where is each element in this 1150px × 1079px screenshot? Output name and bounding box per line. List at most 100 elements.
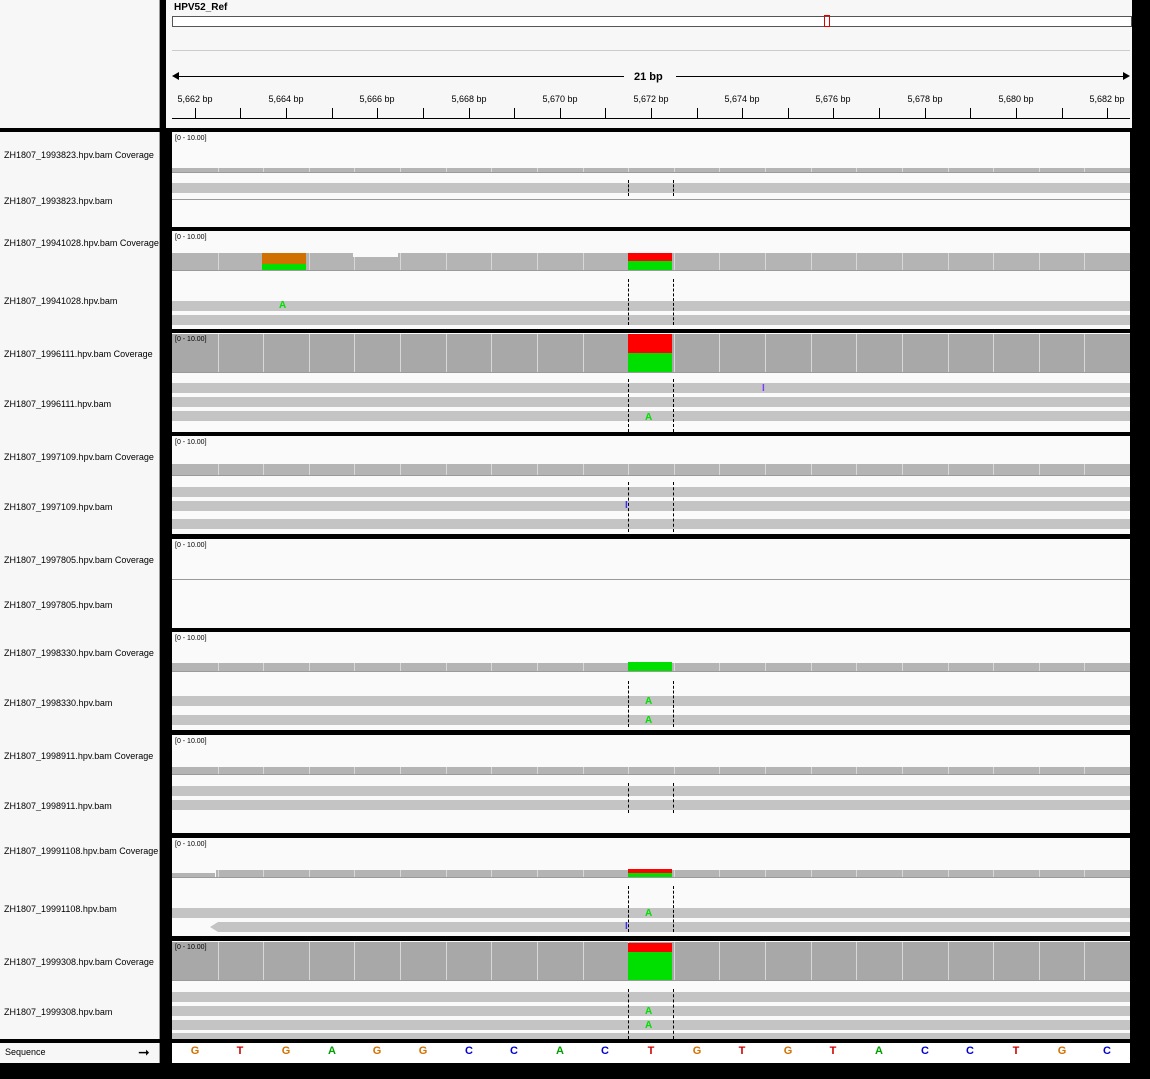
mismatch-base: A — [279, 300, 287, 311]
aligned-read[interactable] — [172, 908, 1130, 918]
coverage-bar — [172, 168, 1130, 172]
coverage-bin-divider — [993, 767, 994, 774]
center-line-right — [673, 379, 674, 432]
coverage-bar — [172, 464, 1130, 475]
coverage-bin-divider — [811, 168, 812, 172]
coverage-bin-divider — [537, 767, 538, 774]
coverage-separator — [172, 475, 1130, 476]
coverage-bin-divider — [400, 870, 401, 877]
coverage-bin-divider — [354, 253, 355, 270]
ruler-tick — [742, 108, 743, 118]
coverage-track-label[interactable]: ZH1807_19991108.hpv.bam Coverage — [4, 846, 159, 856]
sequence-label[interactable]: Sequence — [5, 1047, 46, 1057]
coverage-bin-divider — [993, 334, 994, 372]
alignment-track-label[interactable]: ZH1807_19991108.hpv.bam — [4, 904, 117, 914]
coverage-track-label[interactable]: ZH1807_1999308.hpv.bam Coverage — [4, 957, 154, 967]
track-data-8[interactable]: [0 - 10.00] A I — [172, 838, 1130, 936]
track-data-6[interactable]: [0 - 10.00] A A — [172, 632, 1130, 730]
alignment-track-label[interactable]: ZH1807_1998330.hpv.bam — [4, 698, 113, 708]
track-data-5[interactable]: [0 - 10.00] — [172, 539, 1130, 628]
aligned-read[interactable] — [172, 800, 1130, 810]
coverage-mismatch-g — [262, 253, 306, 264]
ruler-tick — [286, 108, 287, 118]
track-data-9[interactable]: [0 - 10.00] A A — [172, 941, 1130, 1039]
aligned-read[interactable] — [172, 487, 1130, 497]
coverage-bin-divider — [400, 253, 401, 270]
alignment-track-label[interactable]: ZH1807_1999308.hpv.bam — [4, 1007, 113, 1017]
aligned-read[interactable] — [172, 501, 1130, 511]
coverage-bin-divider — [948, 942, 949, 980]
aligned-read[interactable] — [172, 715, 1130, 725]
coverage-bin-divider — [1084, 464, 1085, 475]
aligned-read[interactable] — [172, 519, 1130, 529]
aligned-read[interactable] — [172, 301, 1130, 311]
coverage-bin-divider — [354, 663, 355, 671]
alignment-track-label[interactable]: ZH1807_1998911.hpv.bam — [4, 801, 112, 811]
coverage-bin-divider — [446, 663, 447, 671]
coverage-bin-divider — [263, 942, 264, 980]
center-line-left — [628, 180, 629, 196]
coverage-bin-divider — [583, 168, 584, 172]
alignment-track-label[interactable]: ZH1807_1993823.hpv.bam — [4, 196, 113, 206]
chromosome-ideogram[interactable] — [172, 15, 1132, 27]
alignment-track-label[interactable]: ZH1807_19941028.hpv.bam — [4, 296, 118, 306]
sequence-base: A — [875, 1045, 883, 1057]
aligned-read[interactable] — [172, 786, 1130, 796]
coverage-bin-divider — [628, 464, 629, 475]
span-arrow-right-icon — [1123, 72, 1130, 80]
coverage-mismatch-t — [628, 869, 672, 873]
aligned-read[interactable] — [172, 411, 1130, 421]
coverage-track-label[interactable]: ZH1807_1998330.hpv.bam Coverage — [4, 648, 154, 658]
track-data-3[interactable]: [0 - 10.00] I A — [172, 333, 1130, 432]
coverage-bin-divider — [811, 767, 812, 774]
alignment-track-label[interactable]: ZH1807_1997805.hpv.bam — [4, 600, 113, 610]
ruler-tick — [605, 108, 606, 118]
aligned-read[interactable] — [172, 1006, 1130, 1016]
aligned-read[interactable] — [172, 383, 1130, 393]
sequence-base: G — [783, 1045, 793, 1057]
aligned-read[interactable] — [172, 183, 1130, 193]
coverage-bin-divider — [491, 870, 492, 877]
coverage-bin-divider — [1039, 942, 1040, 980]
aligned-read-reverse[interactable] — [218, 922, 1130, 932]
aligned-read[interactable] — [172, 1033, 1130, 1039]
insertion-marker[interactable]: I — [625, 921, 628, 932]
center-line-left — [628, 886, 629, 932]
coverage-bin-divider — [811, 663, 812, 671]
insertion-marker[interactable]: I — [625, 500, 628, 511]
coverage-bin-divider — [446, 464, 447, 475]
center-line-left — [628, 379, 629, 432]
coverage-track-label[interactable]: ZH1807_1997109.hpv.bam Coverage — [4, 452, 154, 462]
coverage-bin-divider — [1039, 168, 1040, 172]
coverage-bin-divider — [218, 334, 219, 372]
track-data-7[interactable]: [0 - 10.00] — [172, 735, 1130, 833]
ideogram-current-region[interactable] — [824, 15, 830, 27]
coverage-track-label[interactable]: ZH1807_1996111.hpv.bam Coverage — [4, 349, 153, 359]
coverage-track-label[interactable]: ZH1807_1997805.hpv.bam Coverage — [4, 555, 154, 565]
coverage-bin-divider — [1039, 464, 1040, 475]
coverage-bin-divider — [1084, 942, 1085, 980]
coverage-track-label[interactable]: ZH1807_1998911.hpv.bam Coverage — [4, 751, 154, 761]
strand-arrow-icon[interactable]: ➞ — [138, 1044, 150, 1060]
sequence-track[interactable] — [172, 1043, 1130, 1063]
coverage-bin-divider — [263, 334, 264, 372]
coverage-track-label[interactable]: ZH1807_19941028.hpv.bam Coverage — [4, 238, 159, 248]
aligned-read[interactable] — [172, 992, 1130, 1002]
coverage-track-label[interactable]: ZH1807_1993823.hpv.bam Coverage — [4, 150, 154, 160]
coverage-bin-divider — [811, 464, 812, 475]
header-name-panel — [0, 0, 160, 128]
track-data-2[interactable]: [0 - 10.00] A — [172, 231, 1130, 329]
track-data-1[interactable]: [0 - 10.00] — [172, 132, 1130, 227]
alignment-track-label[interactable]: ZH1807_1997109.hpv.bam — [4, 502, 113, 512]
aligned-read[interactable] — [172, 1020, 1130, 1030]
aligned-read[interactable] — [172, 315, 1130, 325]
aligned-read[interactable] — [172, 397, 1130, 407]
coverage-bin-divider — [309, 464, 310, 475]
aligned-read[interactable] — [172, 696, 1130, 706]
track-data-4[interactable]: [0 - 10.00] I — [172, 436, 1130, 534]
insertion-marker[interactable]: I — [762, 383, 765, 394]
ruler-tick-label: 5,666 bp — [359, 94, 395, 104]
alignment-track-label[interactable]: ZH1807_1996111.hpv.bam — [4, 399, 112, 409]
sequence-base: C — [510, 1045, 518, 1057]
ruler-panel[interactable]: HPV52_Ref 21 bp 5,662 bp 5,664 bp 5,666 bp… — [166, 0, 1132, 128]
